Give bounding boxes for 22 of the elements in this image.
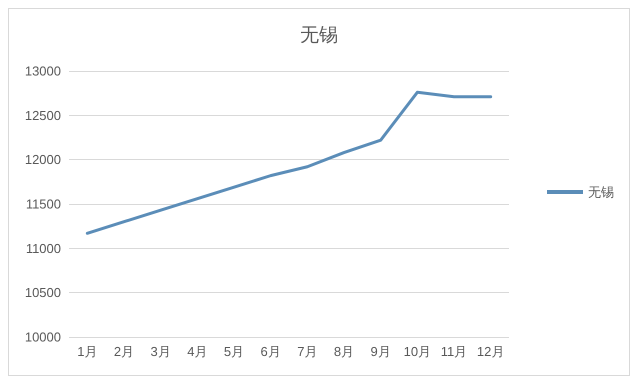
line-series	[86, 90, 492, 235]
x-tick-label: 4月	[187, 344, 208, 359]
y-tick-label: 10000	[24, 330, 61, 344]
x-tick-label: 1月	[77, 344, 98, 359]
y-tick-label: 12000	[24, 152, 61, 168]
x-tick-label: 2月	[114, 344, 134, 359]
x-tick-label: 5月	[224, 344, 244, 359]
y-tick-label: 10500	[24, 285, 61, 300]
y-tick-label: 12500	[24, 108, 61, 123]
x-tick-label: 12月	[476, 344, 504, 359]
x-tick-label: 11月	[440, 344, 468, 359]
legend-label: 无锡	[588, 184, 614, 200]
x-tick-label: 3月	[150, 344, 171, 359]
x-tick-label: 8月	[334, 344, 354, 359]
x-tick-label: 9月	[370, 344, 391, 359]
y-tick-label: 11500	[26, 196, 61, 212]
x-tick-label: 7月	[297, 344, 318, 359]
chart-title: 无锡	[300, 25, 338, 46]
x-tick-label: 6月	[260, 344, 281, 359]
y-tick-label: 11000	[26, 240, 61, 256]
y-tick-label: 13000	[24, 64, 61, 78]
x-tick-label: 10月	[404, 344, 432, 359]
